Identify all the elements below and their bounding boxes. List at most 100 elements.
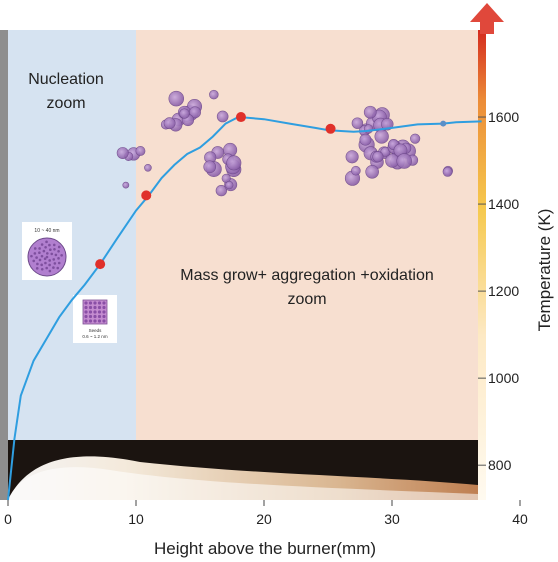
primary-particle <box>225 180 234 190</box>
y-tick-label: 1600 <box>488 109 519 125</box>
y-axis: 800 1000 1200 1400 1600 <box>478 109 519 473</box>
inset-grain-dot <box>48 243 51 247</box>
inset-grain-dot <box>53 247 56 251</box>
inset-grain-dot <box>57 257 60 260</box>
x-tick-label: 40 <box>512 511 528 527</box>
primary-particle <box>179 108 190 119</box>
inset-grain-dot <box>42 249 46 253</box>
inset-grain-dot <box>40 254 44 258</box>
inset-grain-dot <box>38 258 42 262</box>
seed-dot <box>102 319 106 323</box>
primary-particle <box>359 133 372 146</box>
primary-particle <box>209 89 219 100</box>
temperature-line <box>7 115 482 501</box>
particle-inset-seeds: Seeds 0.6 ~ 1.2 nm <box>73 295 117 343</box>
x-tick-label: 30 <box>384 511 400 527</box>
seed-dot <box>84 319 88 323</box>
y-tick-label: 1000 <box>488 370 519 386</box>
line-end-dot <box>440 120 447 127</box>
seed-dot <box>88 305 93 310</box>
seeds-label-line1: Seeds <box>89 328 103 333</box>
primary-particle <box>345 150 359 164</box>
inset-grain-dot <box>52 243 56 247</box>
inset-grain-dot <box>30 254 33 258</box>
seed-dot <box>97 305 102 310</box>
y-tick-label: 1200 <box>488 283 519 299</box>
inset-grain-dot <box>60 254 63 257</box>
x-tick-label: 10 <box>128 511 144 527</box>
nucleation-zone-label-line1: Nucleation <box>28 71 104 88</box>
primary-particle <box>372 151 384 163</box>
inset-grain-dot <box>49 248 52 252</box>
sample-point-marker <box>235 112 246 123</box>
inset-grain-dot <box>54 253 58 257</box>
sample-point-marker <box>141 190 152 201</box>
primary-particle <box>226 155 242 171</box>
seed-dot <box>97 301 102 305</box>
primary-particle <box>396 153 412 169</box>
sample-point-marker <box>325 123 336 134</box>
inset-grain-dot <box>36 262 39 266</box>
inset-grain-dot <box>48 263 51 267</box>
inset-grain-dot <box>46 252 49 255</box>
primary-particle <box>374 129 389 144</box>
seed-dot <box>84 314 88 319</box>
seed-dot <box>93 319 97 323</box>
inset-grain-dot <box>56 266 60 270</box>
inset-grain-dot <box>43 257 47 261</box>
seed-dot <box>102 301 106 305</box>
inset-grain-dot <box>45 266 48 270</box>
seed-dot <box>88 310 93 314</box>
growth-zone-label-line1: Mass grow+ aggregation +oxidation <box>180 267 434 284</box>
sample-point-marker <box>95 259 106 270</box>
primary-particle <box>442 166 453 177</box>
seed-dot <box>84 305 88 310</box>
seed-dot <box>88 301 93 305</box>
inset-grain-dot <box>40 263 43 267</box>
primary-particle <box>135 146 146 156</box>
y-axis-label: Temperature (K) <box>535 209 554 332</box>
primary-particle <box>365 165 379 179</box>
seed-dot <box>102 305 106 310</box>
inset-grain-dot <box>52 266 55 269</box>
seeds-label-line2: 0.6 ~ 1.2 nm <box>82 334 107 339</box>
x-axis: 0 10 20 30 40 <box>4 500 528 527</box>
inset-grain-dot <box>38 247 41 250</box>
seed-dot <box>93 310 97 314</box>
inset-grain-dot <box>38 251 41 254</box>
seed-dot <box>93 301 97 305</box>
primary-particle <box>144 163 152 172</box>
inset-grain-dot <box>44 246 47 249</box>
inset-grain-dot <box>50 252 54 256</box>
primary-particle <box>215 184 227 197</box>
primary-particle <box>203 160 217 174</box>
x-axis-label: Height above the burner(mm) <box>154 539 376 558</box>
growth-zone-label-line2: zoom <box>287 291 326 308</box>
inset-grain-dot <box>57 249 60 253</box>
particle-inset-large: 10 ~ 40 nm <box>22 222 72 280</box>
seed-dot <box>97 314 102 319</box>
colorbar-arrow <box>470 3 504 34</box>
seed-dot <box>97 319 102 323</box>
temperature-colorbar <box>478 30 486 500</box>
inset-grain-dot <box>45 240 48 244</box>
seed-dot <box>102 310 106 314</box>
seed-dot <box>102 314 106 319</box>
seed-dot <box>93 314 97 319</box>
sample-points <box>95 112 336 270</box>
primary-particle <box>351 117 364 129</box>
inset-grain-dot <box>32 259 36 263</box>
primary-particle <box>216 110 229 123</box>
inset-grain-dot <box>48 259 51 262</box>
nucleation-zone-label-line2: zoom <box>46 95 85 112</box>
primary-particle <box>351 165 361 176</box>
inset-grain-dot <box>45 255 49 259</box>
inset-grain-dot <box>35 256 38 259</box>
seed-dot <box>84 301 88 305</box>
left-edge-strip <box>0 30 8 500</box>
inset-grain-dot <box>40 243 44 246</box>
seed-dot <box>93 305 97 310</box>
seed-dot <box>88 319 93 323</box>
y-tick-label: 800 <box>488 457 512 473</box>
